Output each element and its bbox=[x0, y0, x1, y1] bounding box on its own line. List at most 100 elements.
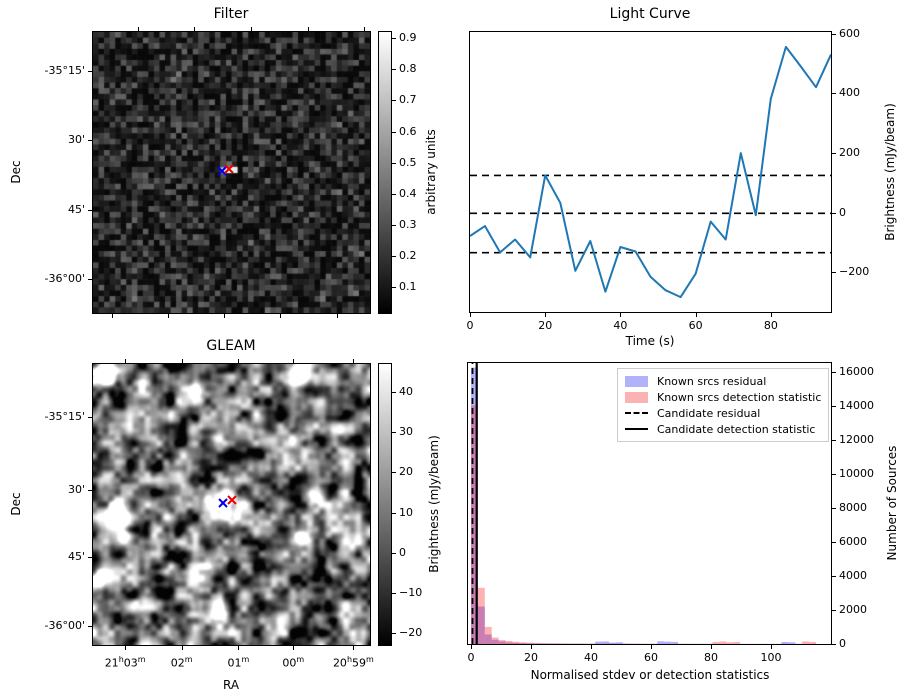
filter-x-tick bbox=[112, 314, 114, 318]
filter-colorbar-tick-label: 0.3 bbox=[399, 217, 417, 231]
histogram-y-tick bbox=[832, 575, 836, 577]
histogram-x-tick bbox=[591, 645, 592, 649]
hist-bar-detection bbox=[712, 641, 720, 644]
gleam-colorbar-label: Brightness (mJy/beam) bbox=[427, 435, 441, 573]
histogram-x-tick bbox=[771, 645, 772, 649]
hist-bar-detection bbox=[726, 642, 734, 644]
gleam-ra-tick bbox=[181, 646, 183, 650]
hist-bar-residual bbox=[540, 643, 547, 644]
hist-bar-residual bbox=[491, 639, 499, 644]
histogram-y-tick-label: 16000 bbox=[839, 364, 874, 378]
hist-bar-residual bbox=[609, 642, 616, 644]
gleam-ra-tick-top bbox=[181, 359, 183, 363]
gleam-known-source-marker-red bbox=[226, 494, 237, 505]
gleam-candidate-marker-blue bbox=[217, 498, 228, 509]
histogram-x-tick bbox=[531, 645, 532, 649]
hist-bar-residual bbox=[595, 641, 603, 644]
gleam-colorbar-tick-label: −10 bbox=[399, 585, 423, 599]
filter-colorbar-tick bbox=[392, 256, 396, 258]
filter-dec-tick bbox=[88, 71, 92, 73]
gleam-ra-tick-top bbox=[353, 359, 355, 363]
filter-colorbar-tick-label: 0.8 bbox=[399, 62, 417, 76]
hist-bar-detection bbox=[540, 643, 547, 644]
histogram-y-tick-label: 10000 bbox=[839, 466, 874, 480]
gleam-colorbar-tick bbox=[392, 592, 396, 594]
gleam-colorbar-tick-label: 30 bbox=[399, 425, 413, 439]
gleam-colorbar-tick-label: −20 bbox=[399, 625, 423, 639]
gleam-ra-tick-label: 21h03m bbox=[104, 655, 146, 670]
gleam-colorbar-tick-label: 10 bbox=[399, 505, 413, 519]
filter-colorbar-tick bbox=[392, 69, 396, 71]
light-curve-x-tick bbox=[770, 313, 772, 317]
histogram-y-tick bbox=[832, 405, 836, 407]
light-curve-x-tick-label: 80 bbox=[763, 319, 778, 332]
filter-dec-tick bbox=[88, 139, 92, 141]
hist-bar-detection bbox=[567, 643, 575, 644]
hist-bar-residual bbox=[622, 643, 630, 644]
hist-bar-residual bbox=[664, 641, 672, 644]
filter-colorbar-tick-label: 0.5 bbox=[399, 155, 417, 169]
hist-bar-detection bbox=[809, 641, 816, 644]
filter-dec-tick bbox=[88, 278, 92, 280]
filter-title: Filter bbox=[213, 6, 249, 22]
hist-bar-detection bbox=[471, 405, 478, 644]
histogram-x-tick bbox=[711, 645, 712, 649]
legend-label: Candidate residual bbox=[657, 406, 761, 420]
hist-bar-residual bbox=[615, 642, 623, 644]
histogram-x-tick-label: 40 bbox=[584, 651, 598, 664]
legend-swatch-known-detection bbox=[625, 391, 648, 403]
filter-ylabel: Dec bbox=[9, 160, 23, 184]
histogram-xlabel: Normalised stdev or detection statistics bbox=[530, 668, 770, 682]
filter-dec-tick-label: 45' bbox=[67, 202, 85, 216]
legend-swatch-candidate-detection-solid-line bbox=[625, 428, 648, 430]
hist-bar-detection bbox=[802, 641, 810, 644]
light-curve-x-tick-label: 0 bbox=[466, 319, 474, 332]
histogram-spines bbox=[467, 362, 832, 645]
gleam-colorbar-tick bbox=[392, 512, 396, 514]
hist-bar-detection bbox=[553, 643, 561, 644]
light-curve-y-tick bbox=[832, 272, 836, 274]
filter-dec-tick bbox=[88, 209, 92, 211]
filter-x-tick-top bbox=[307, 27, 309, 31]
light-curve-x-tick bbox=[620, 313, 622, 317]
filter-colorbar-tick-label: 0.4 bbox=[399, 186, 417, 200]
histogram-y-tick bbox=[832, 371, 836, 373]
gleam-dec-tick bbox=[88, 416, 92, 418]
hist-bar-residual bbox=[471, 367, 478, 644]
light-curve-spines bbox=[469, 31, 832, 313]
hist-bar-detection bbox=[733, 641, 741, 644]
hist-bar-residual bbox=[671, 641, 678, 644]
histogram-y-tick-label: 14000 bbox=[839, 398, 874, 412]
filter-x-tick bbox=[224, 314, 226, 318]
gleam-ra-tick bbox=[238, 646, 240, 650]
filter-colorbar-tick bbox=[392, 224, 396, 226]
histogram-y-tick bbox=[832, 541, 836, 543]
filter-dec-tick-label: -35°15' bbox=[44, 64, 86, 78]
hist-bar-detection bbox=[505, 640, 513, 644]
legend-item-candidate-detection: Candidate detection statistic bbox=[625, 421, 821, 437]
gleam-ylabel: Dec bbox=[9, 492, 23, 516]
histogram-y-tick-label: 0 bbox=[839, 637, 846, 650]
gleam-dec-tick bbox=[88, 556, 92, 558]
filter-colorbar-tick bbox=[392, 38, 396, 40]
light-curve-y-tick bbox=[832, 93, 836, 95]
histogram-y-tick-label: 6000 bbox=[839, 534, 867, 548]
histogram-legend: Known srcs residual Known srcs detection… bbox=[617, 368, 830, 442]
histogram-y-tick-label: 12000 bbox=[839, 432, 874, 446]
filter-colorbar-tick bbox=[392, 193, 396, 195]
hist-bar-residual bbox=[781, 641, 789, 644]
gleam-ra-tick-label: 01m bbox=[227, 655, 250, 670]
gleam-colorbar-tick-label: 40 bbox=[399, 385, 413, 399]
light-curve-title: Light Curve bbox=[609, 6, 691, 22]
filter-x-tick bbox=[337, 314, 339, 318]
histogram-y-tick bbox=[832, 609, 836, 611]
histogram-y-tick bbox=[832, 473, 836, 475]
hist-bar-residual bbox=[498, 641, 506, 644]
gleam-dec-tick-label: -35°15' bbox=[44, 409, 86, 423]
filter-x-tick-top bbox=[363, 27, 365, 31]
filter-colorbar-tick-label: 0.2 bbox=[399, 249, 417, 263]
light-curve-x-tick bbox=[695, 313, 697, 317]
gleam-ra-tick bbox=[293, 646, 295, 650]
light-curve-x-tick-label: 40 bbox=[613, 319, 628, 332]
gleam-ra-tick-label: 20h59m bbox=[332, 655, 374, 670]
